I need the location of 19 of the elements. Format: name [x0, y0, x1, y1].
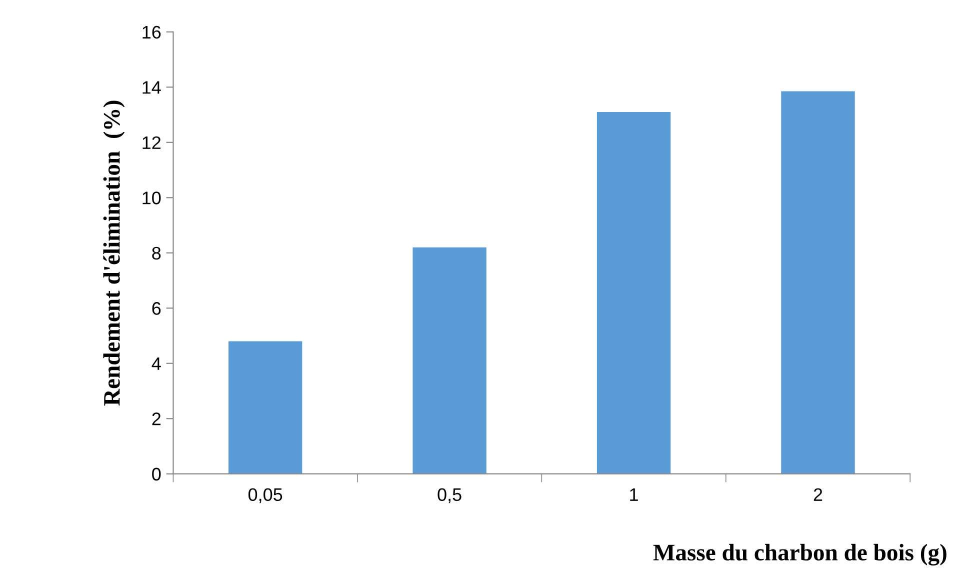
y-tick-label: 8 [152, 246, 161, 260]
y-tick-label: 14 [142, 81, 161, 94]
y-tick-label: 16 [142, 26, 161, 39]
bar [412, 247, 486, 474]
y-tick-label: 0 [152, 468, 161, 481]
bar [781, 91, 855, 474]
y-tick-label: 2 [152, 412, 161, 426]
bar [228, 341, 302, 474]
y-tick-label: 6 [152, 302, 161, 315]
y-tick-label: 10 [142, 192, 161, 204]
x-tick-label: 0,5 [438, 488, 462, 504]
x-tick-label: 1 [630, 488, 638, 501]
bar [596, 112, 671, 474]
y-axis-title: Rendement d'élimination (%) [103, 100, 125, 406]
x-tick-label: 0,05 [248, 488, 282, 504]
x-tick-label: 2 [814, 488, 822, 501]
x-axis-title: Masse du charbon de bois (g) [653, 544, 946, 566]
y-tick-label: 12 [142, 136, 161, 149]
y-tick-label: 4 [152, 357, 161, 370]
